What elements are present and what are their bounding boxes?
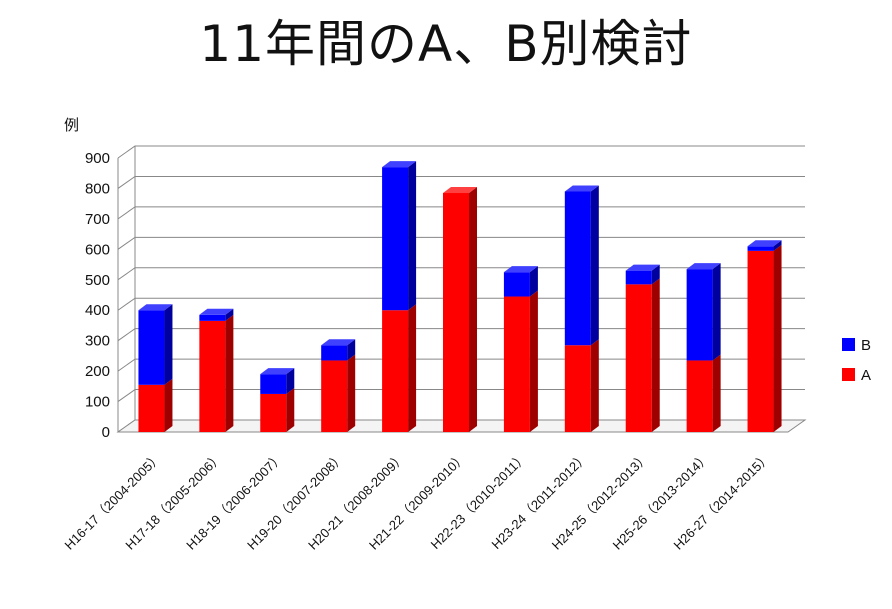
bar-top-B [686, 263, 721, 270]
bar-segment-A [625, 284, 652, 432]
x-axis-ticks: H16-17（2004-2005）H17-18（2005-2006）H18-19… [61, 450, 773, 553]
bar-side-A [773, 244, 782, 432]
bar-top-B [382, 161, 417, 168]
bar-segment-A [503, 296, 530, 432]
bar-side-A [529, 290, 538, 432]
y-axis-ticks: 0 100 200 300 400 500 600 700 800 900 [85, 150, 110, 441]
y-tick-label: 0 [102, 424, 110, 441]
bar-side-A [347, 354, 356, 432]
bars [138, 161, 782, 432]
y-tick-label: 500 [85, 272, 110, 289]
bar-side-B [529, 266, 538, 297]
bar-top-B [138, 304, 173, 311]
bar-segment-B [747, 246, 774, 251]
bar-side-A [408, 304, 417, 432]
bar-segment-B [382, 167, 409, 311]
bar-top-B [625, 264, 660, 271]
gridline [117, 145, 805, 159]
bar-side-B [773, 240, 782, 251]
bar-side-A [712, 354, 721, 432]
bar-top-B [564, 185, 599, 192]
bar-side-A [286, 387, 295, 432]
bar-side-B [408, 161, 417, 311]
bar-side-A [651, 278, 660, 432]
bar-side-B [712, 263, 721, 361]
bar-side-A [225, 314, 234, 432]
bar-top-B [503, 266, 538, 273]
bar-side-B [590, 185, 599, 346]
y-tick-label: 200 [85, 363, 110, 380]
bar-side-A [164, 378, 173, 432]
bar-side-A [590, 339, 599, 432]
gridline [117, 175, 805, 189]
bar-segment-A [382, 310, 409, 432]
bar-segment-B [625, 270, 652, 285]
y-tick-label: 600 [85, 241, 110, 258]
y-tick-label: 300 [85, 333, 110, 350]
bar-top-B [199, 308, 234, 315]
bar-segment-A [321, 360, 348, 432]
bar-segment-B [260, 374, 287, 394]
bar-segment-A [747, 250, 774, 432]
bar-segment-A [686, 360, 713, 432]
bar-segment-A [260, 393, 287, 432]
bar-top-B [321, 339, 356, 346]
bar-side-B [225, 308, 234, 321]
y-axis-label: 例 [64, 116, 79, 134]
bar-segment-A [443, 193, 469, 432]
bar-segment-A [199, 320, 226, 432]
x-tick-label: H16-17（2004-2005） [61, 450, 164, 553]
bar-segment-B [199, 314, 226, 321]
legend-swatch-A [842, 368, 855, 381]
bar-segment-B [686, 269, 713, 361]
bar-segment-A [138, 384, 165, 432]
bar-segment-B [564, 191, 591, 346]
y-tick-label: 100 [85, 394, 110, 411]
legend-swatch-B [842, 338, 855, 351]
bar-top-A [443, 187, 477, 194]
chart-title: 11年間のA、B別検討 [199, 15, 693, 73]
bar-side-B [347, 339, 356, 361]
bar-side-B [164, 304, 173, 385]
bar-top-B [260, 368, 295, 375]
legend-label-B: B [861, 337, 871, 354]
y-tick-label: 400 [85, 302, 110, 319]
bar-top-B [747, 240, 782, 247]
legend-label-A: A [861, 367, 871, 384]
bar-side-B [651, 264, 660, 285]
bar-segment-B [321, 345, 348, 361]
bar-segment-B [503, 272, 530, 297]
bar-side-B [286, 368, 295, 394]
y-tick-label: 700 [85, 211, 110, 228]
y-tick-label: 900 [85, 150, 110, 167]
bar-side-A [469, 187, 477, 432]
bar-segment-A [564, 345, 591, 432]
bar-segment-B [138, 310, 165, 385]
legend: BA [842, 337, 871, 384]
y-tick-label: 800 [85, 180, 110, 197]
